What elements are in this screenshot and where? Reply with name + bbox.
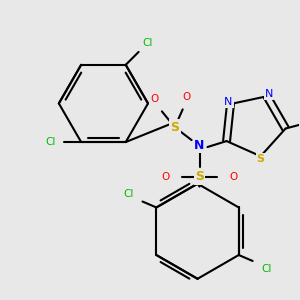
Text: S: S xyxy=(195,170,204,183)
Text: S: S xyxy=(256,154,265,164)
Text: O: O xyxy=(162,172,170,182)
Text: N: N xyxy=(265,89,273,99)
Text: O: O xyxy=(229,172,237,182)
Text: Cl: Cl xyxy=(45,137,56,147)
Text: O: O xyxy=(182,92,191,101)
Text: S: S xyxy=(170,121,179,134)
Text: Cl: Cl xyxy=(123,189,134,199)
Text: N: N xyxy=(194,139,205,152)
Text: Cl: Cl xyxy=(142,38,153,48)
Text: N: N xyxy=(224,97,233,107)
Text: Cl: Cl xyxy=(261,264,272,274)
Text: O: O xyxy=(151,94,159,104)
